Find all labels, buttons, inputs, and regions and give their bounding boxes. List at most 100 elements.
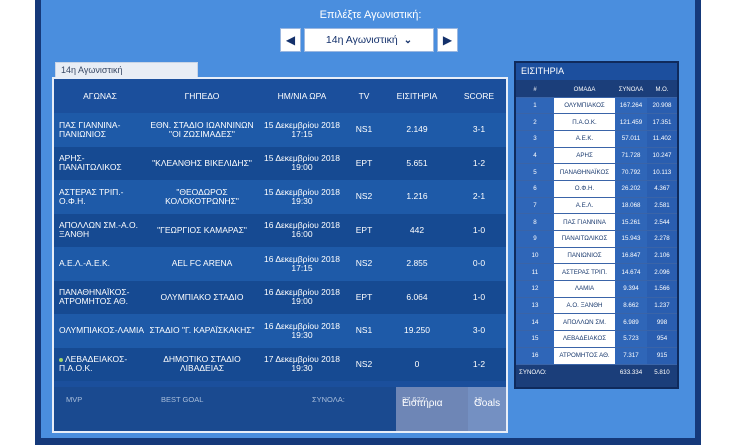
total-cell: 15.261: [615, 213, 647, 231]
tickets-total-value: 37.627: [402, 395, 425, 404]
stadium-cell: "ΚΛΕΑΝΘΗΣ ΒΙΚΕΛΙΔΗΣ": [152, 157, 252, 168]
avg-cell: 2.096: [647, 263, 677, 281]
header-tickets: ΕΙΣΙΤΗΡΙΑ: [396, 91, 438, 101]
match-name: ΟΛΥΜΠΙΑΚΟΣ-ΛΑΜΙΑ: [59, 325, 144, 336]
tickets-row: 4 ΑΡΗΣ 71.728 10.247: [516, 146, 677, 164]
tickets-cell: 1.216: [406, 191, 428, 202]
match-name: ΑΠΟΛΛΩΝ ΣΜ.-Α.Ο. ΞΑΝΘΗ: [59, 220, 139, 240]
table-row[interactable]: Α.Ε.Λ.-Α.Ε.Κ. AEL FC ARENA 16 Δεκεμβρίου 2…: [54, 247, 506, 281]
date-cell: 15 Δεκεμβρίου 2018 19:00: [263, 153, 340, 173]
total-cell: 70.792: [615, 163, 647, 181]
triangle-right-icon: ▶: [442, 33, 453, 47]
team-cell: Π.Α.Ο.Κ.: [554, 113, 615, 131]
avg-cell: 10.113: [647, 163, 677, 181]
table-row[interactable]: ΑΡΗΣ-ΠΑΝΑΙΤΩΛΙΚΟΣ "ΚΛΕΑΝΘΗΣ ΒΙΚΕΛΙΔΗΣ" 15 …: [54, 146, 506, 181]
tab-current-round[interactable]: 14η Αγωνιστική: [55, 62, 198, 77]
team-cell: Α.Ε.Λ.: [554, 196, 615, 214]
round-selector-title: Επιλέξτε Αγωνιστική:: [319, 9, 422, 21]
team-cell: ΑΣΤΕΡΑΣ ΤΡΙΠ.: [554, 263, 615, 281]
tickets-row: 9 ΠΑΝΑΙΤΩΛΙΚΟΣ 15.943 2.278: [516, 230, 677, 248]
tickets-header-rank: #: [533, 87, 537, 94]
table-row[interactable]: ΑΣΤΕΡΑΣ ΤΡΙΠ.-Ο.Φ.Η. "ΘΕΟΔΩΡΟΣ ΚΟΛΟΚΟΤΡΩΝ…: [54, 180, 506, 214]
score-cell: 2-1: [472, 191, 486, 202]
score-cell: 0-0: [472, 258, 486, 269]
tickets-row: 5 ΠΑΝΑΘΗΝΑΪΚΟΣ 70.792 10.113: [516, 163, 677, 181]
tv-cell: NS1: [355, 124, 373, 135]
match-cell: ΟΛΥΜΠΙΑΚΟΣ-ΛΑΜΙΑ: [54, 314, 146, 348]
match-cell: ΑΠΟΛΛΩΝ ΣΜ.-Α.Ο. ΞΑΝΘΗ: [54, 214, 146, 248]
match-name: ΠΑΝΑΘΗΝΑΪΚΟΣ-ΑΤΡΟΜΗΤΟΣ ΑΘ.: [59, 287, 130, 307]
round-dropdown-value: 14η Αγωνιστική: [325, 34, 398, 46]
avg-cell: 20.908: [647, 96, 677, 114]
score-cell: 1-2: [472, 358, 486, 369]
team-cell: ΑΤΡΟΜΗΤΟΣ ΑΘ.: [554, 346, 615, 364]
date-cell: 16 Δεκεμβρίου 2018 17:15: [263, 253, 340, 273]
date-cell: 17 Δεκεμβρίου 2018 19:30: [263, 354, 340, 374]
rank-cell: 14: [516, 313, 554, 331]
team-cell: ΠΑΣ ΓΙΑΝΝΙΝΑ: [554, 213, 615, 231]
match-cell: ΠΑΝΑΘΗΝΑΪΚΟΣ-ΑΤΡΟΜΗΤΟΣ ΑΘ.: [54, 281, 146, 315]
rank-cell: 5: [516, 163, 554, 181]
avg-cell: 915: [647, 346, 677, 364]
totals-label: ΣΥΝΟΛΑ:: [312, 395, 345, 404]
table-row[interactable]: ΑΠΟΛΛΩΝ ΣΜ.-Α.Ο. ΞΑΝΘΗ "ΓΕΩΡΓΙΟΣ ΚΑΜΑΡΑΣ"…: [54, 213, 506, 248]
table-row[interactable]: ΛΕΒΑΔΕΙΑΚΟΣ-Π.Α.Ο.Κ. ΔΗΜΟΤΙΚΟ ΣΤΑΔΙΟ ΛΙΒΑ…: [54, 347, 506, 381]
total-cell: 57.011: [615, 129, 647, 148]
best-goal-label: BEST GOAL: [161, 395, 204, 404]
team-cell: ΟΛΥΜΠΙΑΚΟΣ: [554, 96, 615, 114]
stadium-cell: ΕΘΝ. ΣΤΑΔΙΟ ΙΩΑΝΝΙΝΩΝ "ΟΙ ΖΩΣΙΜΑΔΕΣ": [150, 119, 254, 139]
total-cell: 5.723: [615, 330, 647, 348]
team-cell: Α.Ο. ΞΑΝΘΗ: [554, 296, 615, 314]
tickets-panel: ΕΙΣΙΤΗΡΙΑ # ΟΜΑΔΑ ΣΥΝΟΛΑ Μ.Ο. 1 ΟΛΥΜΠΙΑΚΟ…: [514, 61, 679, 389]
header-stadium: ΓΗΠΕΔΟ: [184, 91, 220, 101]
tv-cell: EPT: [355, 291, 373, 302]
tickets-row: 11 ΑΣΤΕΡΑΣ ΤΡΙΠ. 14.674 2.096: [516, 263, 677, 281]
results-footer: MVP BEST GOAL ΣΥΝΟΛΑ: 37.627 Εισιτήρια 1…: [54, 387, 506, 431]
rank-cell: 7: [516, 196, 554, 214]
tickets-total-box: 37.627 Εισιτήρια: [396, 387, 468, 431]
table-row[interactable]: ΠΑΣ ΓΙΑΝΝΙΝΑ-ΠΑΝΙΩΝΙΟΣ ΕΘΝ. ΣΤΑΔΙΟ ΙΩΑΝΝΙ…: [54, 113, 506, 147]
tickets-row: 2 Π.Α.Ο.Κ. 121.459 17.351: [516, 113, 677, 131]
match-cell: ΑΡΗΣ-ΠΑΝΑΙΤΩΛΙΚΟΣ: [54, 147, 146, 181]
rank-cell: 8: [516, 213, 554, 231]
table-row[interactable]: ΟΛΥΜΠΙΑΚΟΣ-ΛΑΜΙΑ ΣΤΑΔΙΟ "Γ. ΚΑΡΑΪΣΚΑΚΗΣ" 1…: [54, 314, 506, 348]
avg-cell: 1.566: [647, 280, 677, 298]
total-cell: 14.674: [615, 263, 647, 281]
rank-cell: 11: [516, 263, 554, 281]
tickets-row: 15 ΛΕΒΑΔΕΙΑΚΟΣ 5.723 954: [516, 330, 677, 348]
match-cell: ΑΣΤΕΡΑΣ ΤΡΙΠ.-Ο.Φ.Η.: [54, 180, 146, 214]
tickets-cell: 19.250: [404, 325, 430, 336]
header-tv: TV: [358, 91, 370, 101]
tv-cell: NS2: [355, 358, 373, 369]
score-cell: 3-1: [472, 124, 486, 135]
rank-cell: 3: [516, 129, 554, 148]
score-cell: 1-0: [472, 224, 486, 235]
rank-cell: 12: [516, 280, 554, 298]
table-row[interactable]: ΠΑΝΑΘΗΝΑΪΚΟΣ-ΑΤΡΟΜΗΤΟΣ ΑΘ. ΟΛΥΜΠΙΑΚΟ ΣΤΑΔ…: [54, 280, 506, 315]
header-match: ΑΓΩΝΑΣ: [83, 91, 117, 101]
triangle-left-icon: ◀: [285, 33, 296, 47]
rank-cell: 1: [516, 96, 554, 114]
match-cell: Α.Ε.Λ.-Α.Ε.Κ.: [54, 247, 146, 281]
rank-cell: 10: [516, 246, 554, 264]
results-header-row: ΑΓΩΝΑΣ ΓΗΠΕΔΟ ΗΜ/ΝΙΑ ΩΡΑ TV ΕΙΣΙΤΗΡΙΑ SC…: [54, 79, 506, 113]
date-cell: 16 Δεκεμβρίου 2018 19:00: [263, 287, 340, 307]
tickets-row: 1 ΟΛΥΜΠΙΑΚΟΣ 167.264 20.908: [516, 96, 677, 114]
results-table: ΑΓΩΝΑΣ ΓΗΠΕΔΟ ΗΜ/ΝΙΑ ΩΡΑ TV ΕΙΣΙΤΗΡΙΑ SC…: [52, 77, 508, 433]
avg-cell: 11.402: [647, 129, 677, 148]
avg-cell: 2.581: [647, 196, 677, 214]
avg-cell: 10.247: [647, 146, 677, 164]
total-cell: 167.264: [615, 96, 647, 114]
tickets-panel-title: ΕΙΣΙΤΗΡΙΑ: [516, 63, 677, 80]
tickets-cell: 2.855: [406, 258, 428, 269]
round-dropdown[interactable]: 14η Αγωνιστική ⌄: [304, 28, 434, 52]
team-cell: Α.Ε.Κ.: [554, 129, 615, 148]
stadium-cell: "ΘΕΟΔΩΡΟΣ ΚΟΛΟΚΟΤΡΩΝΗΣ": [165, 186, 239, 206]
avg-cell: 17.351: [647, 113, 677, 131]
tickets-cell: 6.064: [406, 291, 428, 302]
tv-cell: NS2: [355, 191, 373, 202]
prev-round-button[interactable]: ◀: [280, 28, 301, 52]
next-round-button[interactable]: ▶: [437, 28, 458, 52]
stadium-cell: ΟΛΥΜΠΙΑΚΟ ΣΤΑΔΙΟ: [160, 291, 244, 302]
total-cell: 8.662: [615, 296, 647, 314]
